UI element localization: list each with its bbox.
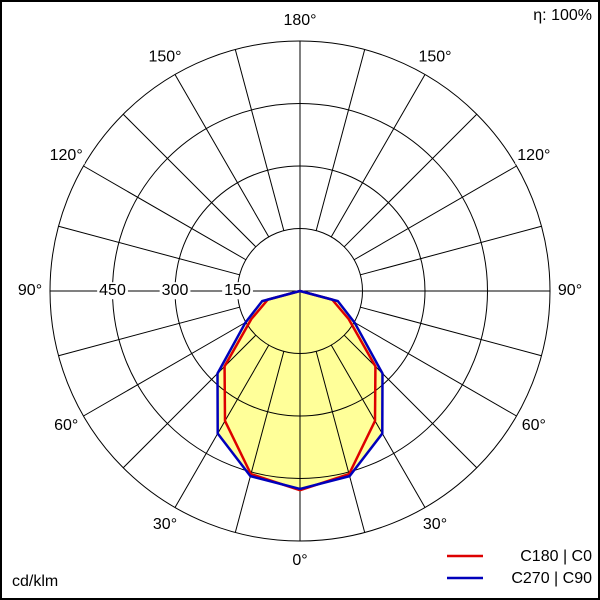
spoke [122, 334, 257, 469]
spoke [174, 74, 270, 238]
label-bg [420, 516, 450, 534]
spoke [174, 344, 270, 508]
angle-tick-label: 150° [148, 48, 181, 65]
angle-tick-label: 60° [522, 417, 546, 434]
spoke [343, 113, 478, 248]
label-bg [97, 282, 128, 300]
r-tick-label: 300 [162, 282, 189, 299]
r-tick-label: 450 [99, 282, 126, 299]
grid [49, 40, 551, 542]
label-bg [15, 282, 45, 300]
label-bg [519, 417, 548, 435]
angle-tick-label: 180° [283, 12, 316, 29]
intensity-curve [223, 289, 377, 492]
label-bg [290, 552, 310, 570]
spoke [58, 306, 240, 357]
angle-tick-label: 0° [292, 552, 307, 569]
legend-label: C180 | C0 [520, 548, 592, 565]
efficiency: η: 100% [533, 7, 592, 24]
spoke [83, 165, 247, 261]
angle-tick-label: 30° [153, 516, 177, 533]
spoke [234, 49, 285, 231]
spoke [360, 306, 542, 357]
label-bg [146, 48, 184, 66]
spoke [83, 321, 247, 417]
label-bg [47, 147, 85, 165]
spoke [315, 49, 366, 231]
spoke [122, 113, 257, 248]
spoke [315, 351, 366, 533]
spoke [360, 225, 542, 276]
label-bg [555, 282, 585, 300]
spoke [234, 351, 285, 533]
angle-tick-label: 30° [423, 516, 447, 533]
intensity-curve [216, 289, 384, 491]
spoke [330, 74, 426, 238]
angle-tick-label: 90° [558, 282, 582, 299]
legend-label: C270 | C90 [511, 570, 592, 587]
label-bg [222, 282, 253, 300]
angle-tick-label: 150° [418, 48, 451, 65]
label-bg [52, 417, 81, 435]
curves [216, 289, 384, 492]
r-tick-label: 150 [224, 282, 251, 299]
angle-tick-label: 120° [517, 147, 550, 164]
spoke [58, 225, 240, 276]
spoke [330, 344, 426, 508]
spoke [343, 334, 478, 469]
labels: 150 300 450 0° 30° 30° 60° 60° 90° 90° 120° 120° 150… [15, 12, 592, 587]
angle-tick-label: 90° [18, 282, 42, 299]
spoke [353, 165, 517, 261]
label-bg [515, 147, 553, 165]
angle-tick-label: 120° [50, 147, 83, 164]
label-bg [281, 12, 319, 30]
label-bg [416, 48, 454, 66]
angle-tick-label: 60° [54, 417, 78, 434]
unit: cd/klm [12, 573, 58, 590]
spoke [353, 321, 517, 417]
label-bg [150, 516, 180, 534]
label-bg [159, 282, 191, 300]
